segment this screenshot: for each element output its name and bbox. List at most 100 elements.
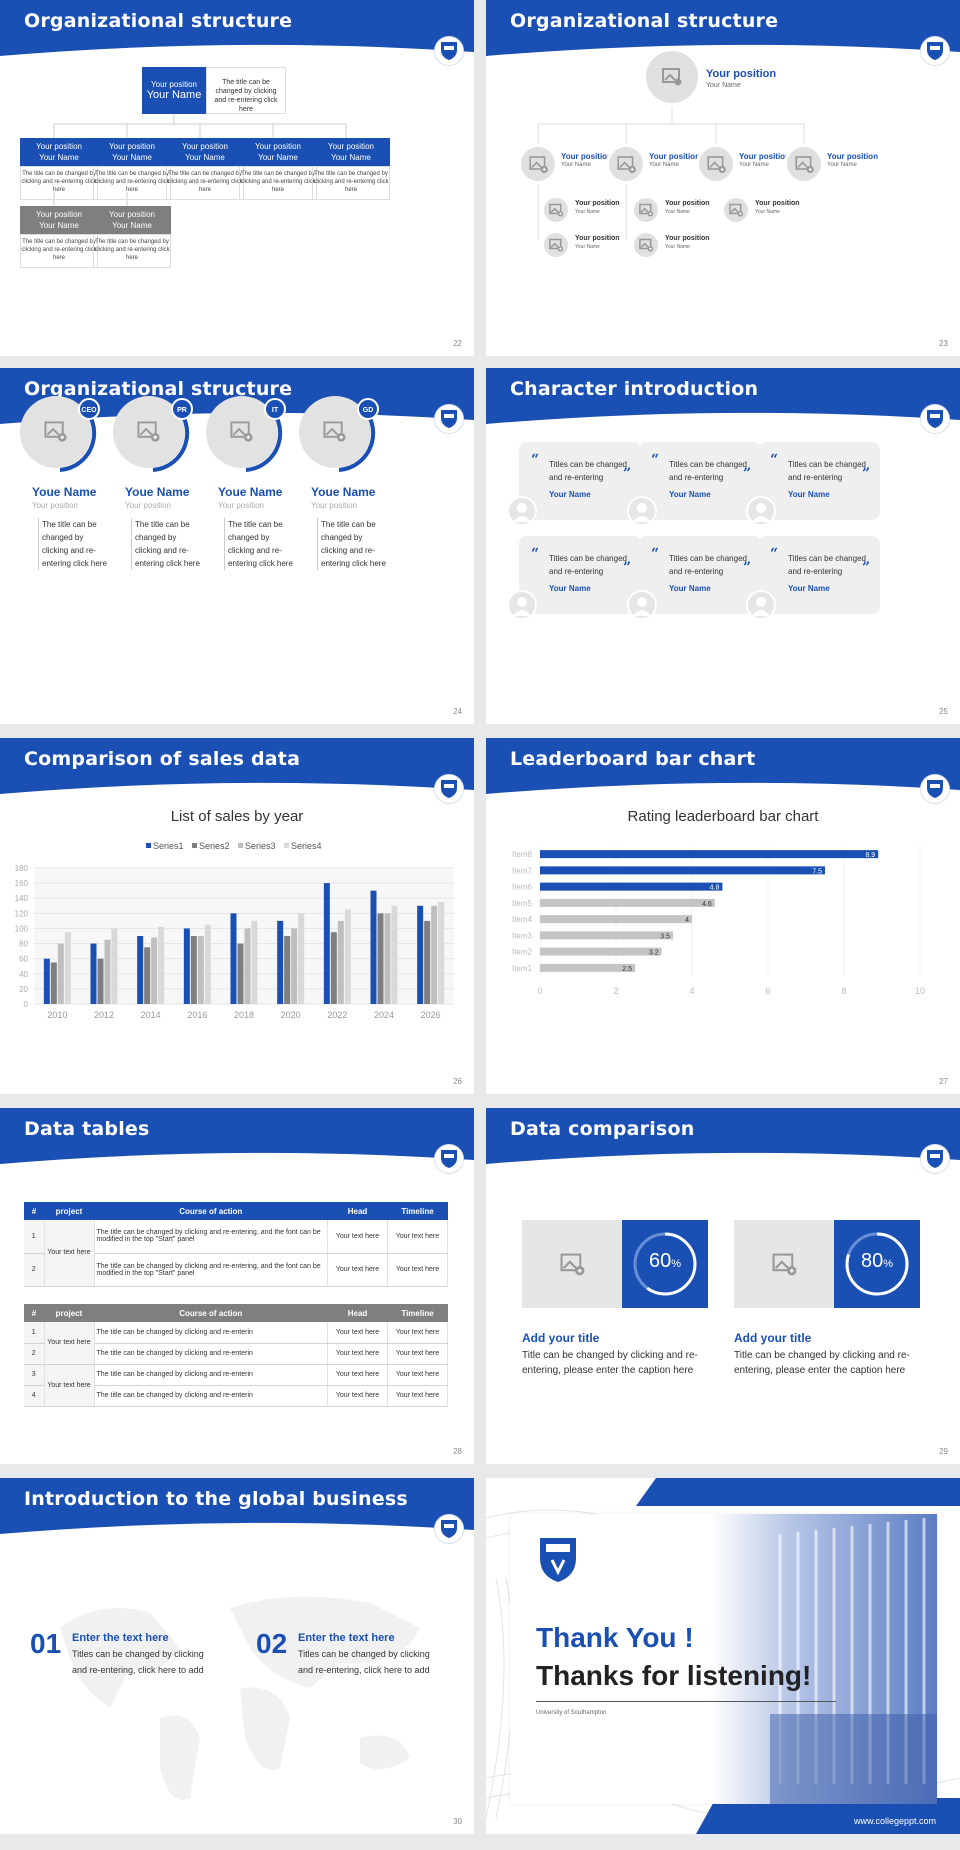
- x-tick-label: 6: [765, 986, 770, 996]
- legend-label: Series1: [153, 841, 184, 851]
- bar: [230, 913, 237, 1004]
- item-desc: Titles can be changed by clicking and re…: [72, 1649, 204, 1675]
- university-crest-icon: [920, 36, 950, 66]
- image-placeholder-icon: [230, 421, 253, 442]
- world-map-background: [60, 1596, 420, 1800]
- cell: Your text here: [327, 1343, 388, 1365]
- progress-ring: [633, 1232, 697, 1296]
- quote-card[interactable]: “ ” Titles can be changed and re-entering Y…: [758, 442, 880, 520]
- chip-desc: The title can be changed by clicking and…: [20, 234, 98, 268]
- member-name: Youe Name: [311, 485, 376, 499]
- chip-name: Your Name: [331, 153, 371, 162]
- position-chip[interactable]: Your position Your Name: [93, 206, 171, 234]
- quote-close-icon: ”: [743, 560, 752, 576]
- chip-desc: The title can be changed by clicking and…: [20, 166, 98, 200]
- slide-title: Organizational structure: [24, 10, 293, 32]
- x-tick-label: 2022: [327, 1010, 347, 1020]
- quote-card[interactable]: “ ” Titles can be changed and re-entering Y…: [639, 536, 761, 614]
- image-placeholder-icon: [639, 238, 654, 252]
- university-name: University of Southampton: [536, 1710, 607, 1716]
- page-number: 28: [453, 1447, 462, 1456]
- x-tick-label: 2016: [187, 1010, 207, 1020]
- category-label: Item2: [512, 948, 533, 957]
- top-position-box[interactable]: Your position Your Name: [142, 67, 206, 114]
- quote-card[interactable]: “ ” Titles can be changed and re-entering Y…: [519, 536, 641, 614]
- slide-thank-you[interactable]: Thank You ! Thanks for listening! Univer…: [486, 1478, 960, 1834]
- bar: [43, 958, 50, 1004]
- quote-open-icon: “: [770, 452, 779, 468]
- bar: [330, 932, 337, 1004]
- slide-30[interactable]: Introduction to the global business 01 En…: [0, 1478, 474, 1834]
- chip-position: Your position: [109, 210, 155, 219]
- x-tick-label: 2012: [94, 1010, 114, 1020]
- quote-name: Your Name: [549, 584, 591, 593]
- slide-22[interactable]: Organizational structure Your position Y…: [0, 0, 474, 356]
- data-label: 7.5: [812, 868, 822, 875]
- org-connectors: [537, 106, 805, 240]
- position-chip[interactable]: Your position Your Name: [93, 138, 171, 166]
- quote-open-icon: “: [770, 546, 779, 562]
- position-chip[interactable]: Your position Your Name: [20, 206, 98, 234]
- percent-value: 60%: [625, 1250, 705, 1273]
- data-label: 3.2: [649, 950, 659, 957]
- university-crest-icon: [920, 774, 950, 804]
- position-chip[interactable]: Your position Your Name: [20, 138, 98, 166]
- slide-25[interactable]: Character introduction “” Titles can be c…: [486, 368, 960, 724]
- header-band: [0, 738, 474, 808]
- data-table-2: # project Course of action Head Timeline…: [24, 1304, 448, 1407]
- avatar: [627, 496, 657, 526]
- cell: Your text here: [387, 1385, 448, 1407]
- header-band: [0, 1108, 474, 1178]
- cell: 2: [24, 1253, 45, 1287]
- bar: [540, 915, 692, 924]
- x-tick-label: 2024: [374, 1010, 394, 1020]
- category-label: Item7: [512, 866, 533, 875]
- category-label: Item1: [512, 964, 533, 973]
- bar: [377, 913, 384, 1004]
- image-placeholder-icon: [639, 203, 654, 217]
- leaderboard-bar-chart: 0 2 4 6 8 10 Item8 8.9 Item7 7.5 Item6 4.8 Item5 4.6 I…: [512, 846, 925, 996]
- university-crest-icon: [434, 36, 464, 66]
- member-name: Your Name: [575, 244, 600, 250]
- quote-card[interactable]: “ ” Titles can be changed and re-entering Y…: [639, 442, 761, 520]
- quote-card[interactable]: “ ” Titles can be changed and re-entering Y…: [519, 442, 641, 520]
- top-position: Your position: [151, 80, 197, 89]
- member-position: Your position: [32, 501, 78, 510]
- bar: [540, 866, 825, 875]
- slide-27[interactable]: Leaderboard bar chart Rating leaderboard…: [486, 738, 960, 1094]
- chip-desc: The title can be changed by clicking and…: [166, 166, 244, 200]
- quote-name: Your Name: [788, 584, 830, 593]
- user-icon: [752, 597, 770, 616]
- position-chip[interactable]: Your position Your Name: [166, 138, 244, 166]
- image-placeholder-icon: [560, 1253, 585, 1276]
- slide-29[interactable]: Data comparison 60% Add your title Title c…: [486, 1108, 960, 1464]
- position-chip[interactable]: Your position Your Name: [312, 138, 390, 166]
- item-title: Add your title: [522, 1331, 600, 1345]
- member-position: Your position: [827, 152, 878, 161]
- slide-26[interactable]: Comparison of sales data List of sales b…: [0, 738, 474, 1094]
- y-tick-label: 20: [19, 985, 28, 994]
- bar: [298, 913, 305, 1004]
- cell: Your text here: [387, 1253, 448, 1287]
- website-link[interactable]: www.collegeppt.com: [853, 1816, 936, 1826]
- slide-title: Introduction to the global business: [24, 1488, 408, 1510]
- position-chip[interactable]: Your position Your Name: [239, 138, 317, 166]
- quote-open-icon: “: [531, 546, 540, 562]
- slide-23[interactable]: Organizational structure Your position Y…: [486, 0, 960, 356]
- university-crest-icon: [434, 1144, 464, 1174]
- chip-position: Your position: [182, 142, 228, 151]
- image-placeholder-icon: [323, 421, 346, 442]
- slide-24[interactable]: Organizational structure CEO Youe Name You…: [0, 368, 474, 724]
- y-tick-label: 140: [15, 894, 29, 903]
- role-badge: PR: [171, 398, 193, 420]
- avatar: [507, 590, 537, 620]
- user-icon: [513, 597, 531, 616]
- quote-text: Titles can be changed and re-entering: [549, 554, 627, 576]
- legend-swatch: [192, 843, 197, 848]
- bar: [424, 920, 431, 1004]
- slide-28[interactable]: Data tables # project Course of action H…: [0, 1108, 474, 1464]
- col-header: #: [31, 1308, 37, 1318]
- quote-card[interactable]: “ ” Titles can be changed and re-entering Y…: [758, 536, 880, 614]
- member-position: Your position: [311, 501, 357, 510]
- member-position: Your position: [218, 501, 264, 510]
